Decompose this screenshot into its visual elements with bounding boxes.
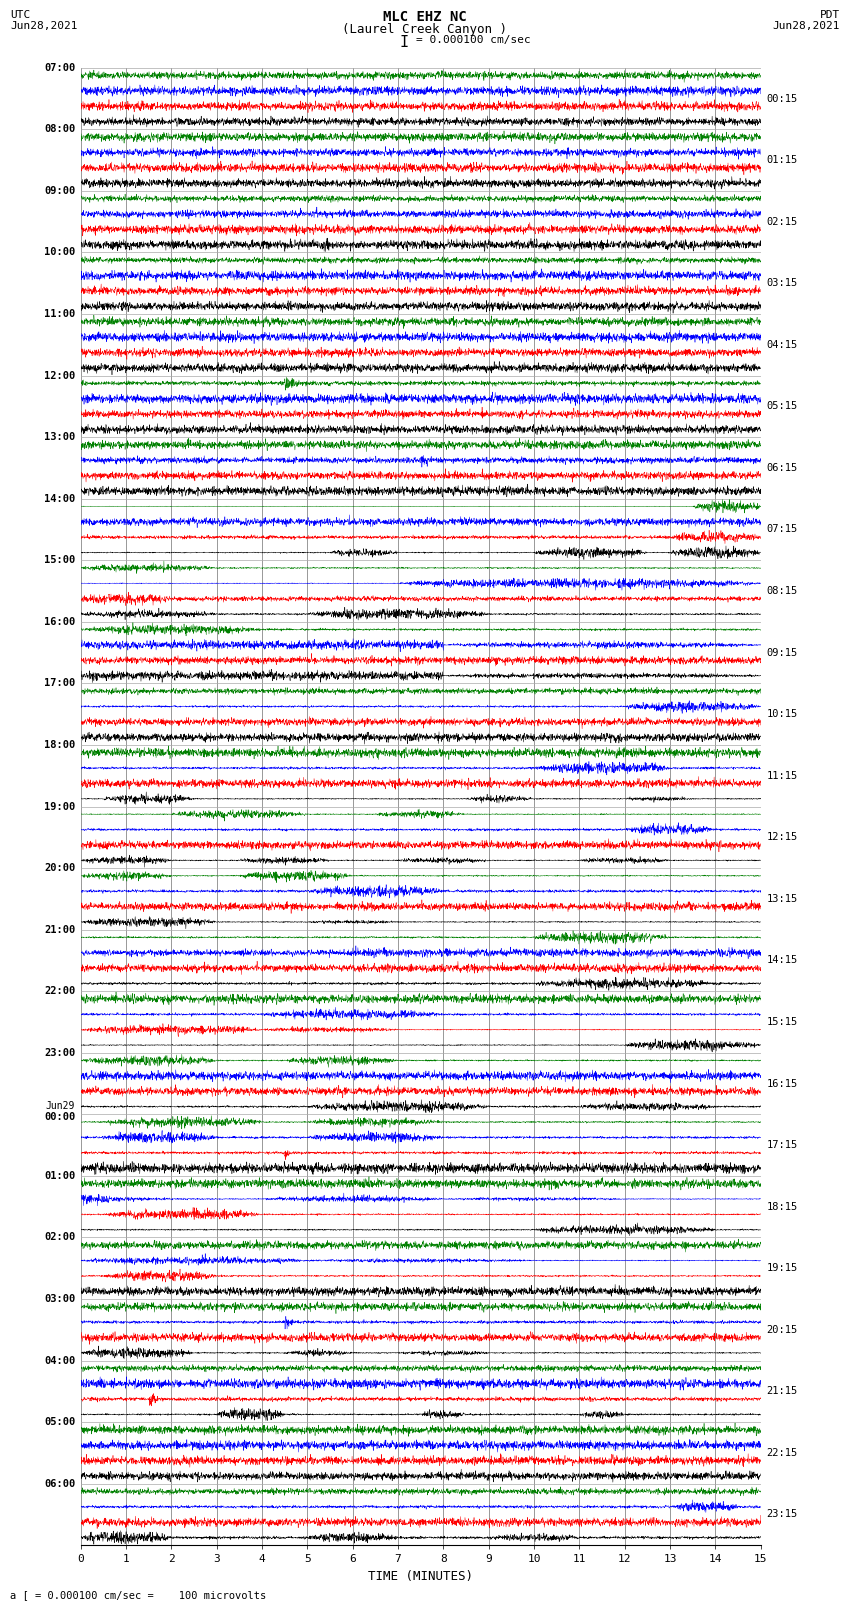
Text: 11:00: 11:00 xyxy=(44,310,75,319)
Text: Jun28,2021: Jun28,2021 xyxy=(773,21,840,31)
Text: 04:00: 04:00 xyxy=(44,1355,75,1366)
Text: 02:00: 02:00 xyxy=(44,1232,75,1242)
Text: 06:00: 06:00 xyxy=(44,1479,75,1489)
Text: 00:00: 00:00 xyxy=(44,1111,75,1123)
Text: 11:15: 11:15 xyxy=(767,771,797,781)
Text: 15:15: 15:15 xyxy=(767,1016,797,1027)
Text: UTC: UTC xyxy=(10,10,31,19)
Text: 21:00: 21:00 xyxy=(44,924,75,934)
Text: Jun28,2021: Jun28,2021 xyxy=(10,21,77,31)
Text: 17:15: 17:15 xyxy=(767,1140,797,1150)
Text: 17:00: 17:00 xyxy=(44,679,75,689)
Text: 13:15: 13:15 xyxy=(767,894,797,903)
Text: 00:15: 00:15 xyxy=(767,94,797,103)
Text: 21:15: 21:15 xyxy=(767,1386,797,1397)
Text: 03:15: 03:15 xyxy=(767,277,797,289)
Text: 07:00: 07:00 xyxy=(44,63,75,73)
Text: 18:00: 18:00 xyxy=(44,740,75,750)
Text: 01:00: 01:00 xyxy=(44,1171,75,1181)
Text: 12:15: 12:15 xyxy=(767,832,797,842)
Text: 08:00: 08:00 xyxy=(44,124,75,134)
Text: 16:15: 16:15 xyxy=(767,1079,797,1089)
Text: 15:00: 15:00 xyxy=(44,555,75,565)
Text: 10:15: 10:15 xyxy=(767,710,797,719)
Text: 14:15: 14:15 xyxy=(767,955,797,966)
Text: PDT: PDT xyxy=(819,10,840,19)
Text: 22:15: 22:15 xyxy=(767,1448,797,1458)
Text: 03:00: 03:00 xyxy=(44,1294,75,1303)
Text: a [ = 0.000100 cm/sec =    100 microvolts: a [ = 0.000100 cm/sec = 100 microvolts xyxy=(10,1590,266,1600)
Text: 14:00: 14:00 xyxy=(44,494,75,503)
Text: 19:00: 19:00 xyxy=(44,802,75,811)
Text: 23:15: 23:15 xyxy=(767,1510,797,1519)
Text: MLC EHZ NC: MLC EHZ NC xyxy=(383,10,467,24)
Text: 12:00: 12:00 xyxy=(44,371,75,381)
Text: 10:00: 10:00 xyxy=(44,247,75,258)
Text: Jun29: Jun29 xyxy=(46,1102,75,1111)
Text: 01:15: 01:15 xyxy=(767,155,797,165)
Text: 05:15: 05:15 xyxy=(767,402,797,411)
Text: 08:15: 08:15 xyxy=(767,586,797,597)
Text: 22:00: 22:00 xyxy=(44,986,75,997)
Text: = 0.000100 cm/sec: = 0.000100 cm/sec xyxy=(416,35,531,45)
Text: 18:15: 18:15 xyxy=(767,1202,797,1211)
Text: 04:15: 04:15 xyxy=(767,340,797,350)
Text: I: I xyxy=(400,35,408,50)
Text: 20:15: 20:15 xyxy=(767,1324,797,1336)
Text: 20:00: 20:00 xyxy=(44,863,75,873)
Text: 09:00: 09:00 xyxy=(44,185,75,195)
Text: 19:15: 19:15 xyxy=(767,1263,797,1273)
Text: 05:00: 05:00 xyxy=(44,1418,75,1428)
Text: 07:15: 07:15 xyxy=(767,524,797,534)
Text: 16:00: 16:00 xyxy=(44,616,75,627)
Text: 13:00: 13:00 xyxy=(44,432,75,442)
Text: 09:15: 09:15 xyxy=(767,647,797,658)
X-axis label: TIME (MINUTES): TIME (MINUTES) xyxy=(368,1569,473,1582)
Text: 02:15: 02:15 xyxy=(767,216,797,227)
Text: 06:15: 06:15 xyxy=(767,463,797,473)
Text: 23:00: 23:00 xyxy=(44,1048,75,1058)
Text: (Laurel Creek Canyon ): (Laurel Creek Canyon ) xyxy=(343,23,507,35)
